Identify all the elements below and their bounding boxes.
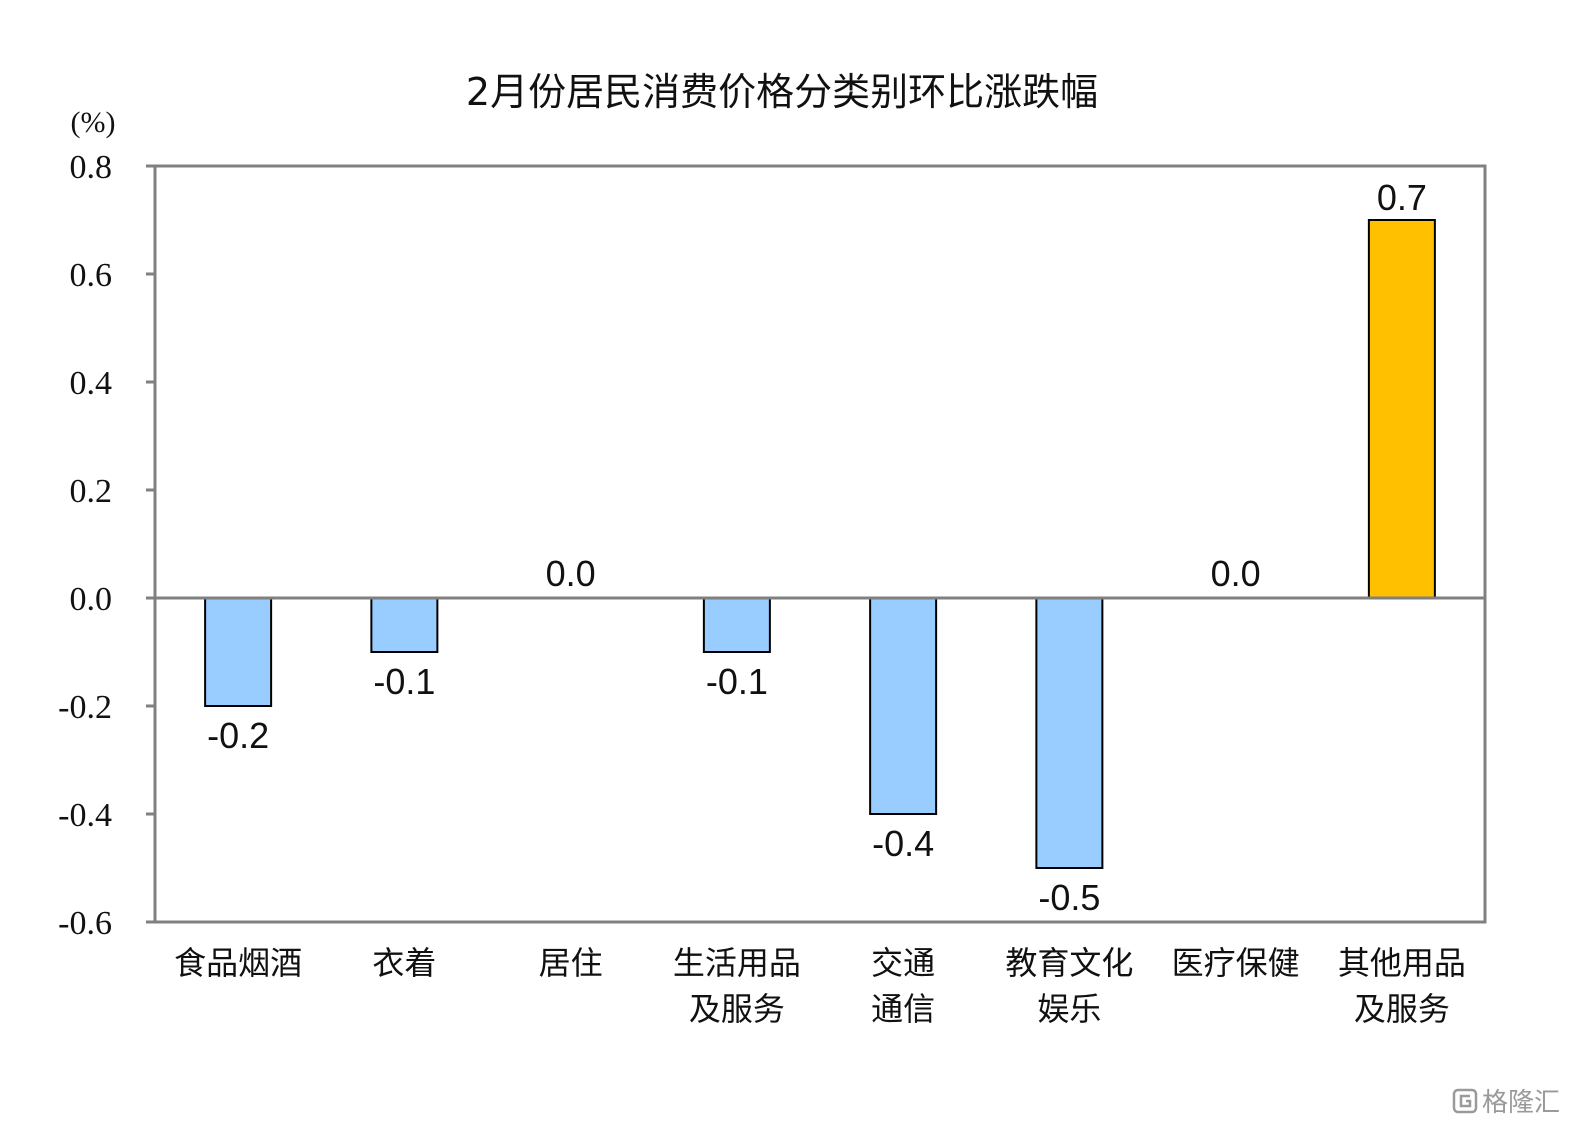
x-category-label: 医疗保健 bbox=[1172, 944, 1300, 982]
bar bbox=[702, 597, 771, 653]
y-tick-label: -0.6 bbox=[58, 905, 112, 942]
bar bbox=[204, 597, 273, 707]
bar bbox=[370, 597, 439, 653]
x-category-label: 衣着 bbox=[372, 944, 436, 982]
y-tick-label: 0.2 bbox=[70, 473, 113, 510]
x-category-label: 居住 bbox=[539, 944, 603, 982]
data-label: -0.2 bbox=[207, 715, 269, 756]
y-tick-label: 0.0 bbox=[70, 581, 113, 618]
data-label: 0.7 bbox=[1377, 177, 1427, 218]
data-label: 0.0 bbox=[546, 553, 596, 594]
watermark-text: 格隆汇 bbox=[1482, 1088, 1560, 1118]
y-axis-ticks: 0.8 0.6 0.4 0.2 0.0 -0.2 -0.4 -0.6 bbox=[58, 149, 155, 942]
bar bbox=[1035, 597, 1104, 869]
chart-title: 2月份居民消费价格分类别环比涨跌幅 bbox=[466, 70, 1098, 114]
y-tick-label: 0.8 bbox=[70, 149, 113, 186]
plot-area-frame bbox=[153, 164, 1487, 924]
x-category-label: 教育文化 bbox=[1005, 944, 1133, 982]
y-tick-label: 0.6 bbox=[70, 257, 113, 294]
y-tick-label: 0.4 bbox=[70, 365, 113, 402]
data-label: -0.1 bbox=[373, 661, 435, 702]
bars bbox=[204, 219, 1436, 869]
x-category-label: 食品烟酒 bbox=[174, 944, 302, 982]
x-category-label: 其他用品 bbox=[1338, 944, 1466, 982]
data-label: 0.0 bbox=[1211, 553, 1261, 594]
data-label: -0.1 bbox=[706, 661, 768, 702]
watermark: 格隆汇 bbox=[1452, 1088, 1560, 1118]
y-axis-unit-label: (%) bbox=[71, 106, 116, 139]
x-category-label: 娱乐 bbox=[1037, 990, 1101, 1028]
y-tick-label: -0.4 bbox=[58, 797, 112, 834]
x-category-label: 交通 bbox=[871, 944, 935, 982]
data-label: -0.4 bbox=[872, 823, 934, 864]
x-category-label: 生活用品 bbox=[673, 944, 801, 982]
data-labels: -0.2 -0.1 0.0 -0.1 -0.4 -0.5 0.0 0.7 bbox=[207, 177, 1427, 918]
data-label: -0.5 bbox=[1038, 877, 1100, 918]
x-category-label: 通信 bbox=[871, 990, 935, 1028]
x-category-label: 及服务 bbox=[1354, 990, 1450, 1028]
bar bbox=[1367, 219, 1436, 599]
gelonghui-logo-icon bbox=[1452, 1088, 1478, 1114]
x-category-label: 及服务 bbox=[689, 990, 785, 1028]
bar bbox=[869, 597, 938, 815]
y-tick-label: -0.2 bbox=[58, 689, 112, 726]
